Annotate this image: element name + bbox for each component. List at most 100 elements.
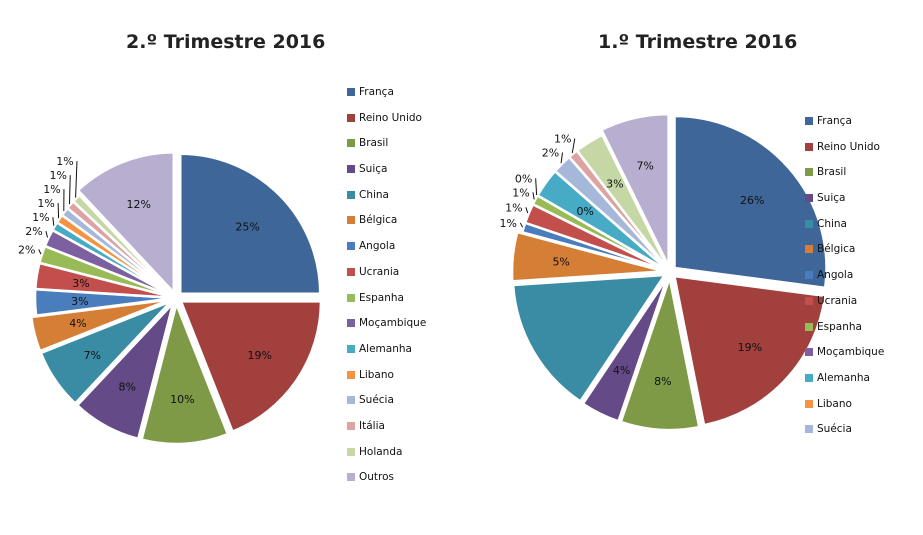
legend-item: Bélgica: [805, 243, 884, 269]
legend-item: Moçambique: [347, 317, 426, 343]
legend-item: Suiça: [805, 192, 884, 218]
pie-slice-brasil: [140, 299, 230, 446]
legend-item: Libano: [805, 398, 884, 424]
legend-item: Espanha: [805, 321, 884, 347]
legend-item: França: [347, 86, 426, 112]
legend-label: Angola: [359, 240, 396, 253]
pie-slice-china: [39, 300, 172, 406]
leader-line: [75, 161, 78, 198]
legend-item: China: [805, 218, 884, 244]
legend-swatch: [347, 319, 355, 328]
legend-swatch: [805, 245, 813, 254]
data-label: 1%: [32, 211, 49, 224]
legend-item: Itália: [347, 420, 426, 446]
legend-swatch: [347, 447, 355, 456]
pie-slice-brasil: [619, 273, 701, 432]
data-label: 1%: [554, 132, 571, 145]
legend-swatch: [805, 168, 813, 177]
legend-swatch: [805, 373, 813, 382]
legend-swatch: [347, 165, 355, 174]
legend-item: Holanda: [347, 446, 426, 472]
data-label: 2%: [18, 243, 35, 256]
legend-label: Ucrania: [359, 265, 400, 278]
data-label: 0%: [515, 172, 532, 185]
data-label: 1%: [50, 169, 67, 182]
legend-label: Suécia: [817, 423, 852, 436]
legend-swatch: [805, 348, 813, 357]
legend-label: Holanda: [359, 445, 403, 458]
legend-item: Ucrania: [805, 295, 884, 321]
legend-swatch: [347, 421, 355, 430]
data-label: 26%: [740, 194, 764, 207]
legend-swatch: [347, 139, 355, 148]
legend-swatch: [347, 242, 355, 251]
data-label: 5%: [552, 255, 569, 268]
legend-label: Bélgica: [359, 214, 398, 227]
legend-label: Suiça: [817, 192, 846, 205]
legend-label: Bélgica: [817, 243, 856, 256]
legend-swatch: [347, 344, 355, 353]
legend-swatch: [805, 117, 813, 125]
pie-slice-suiça: [581, 276, 669, 423]
legend-label: China: [817, 217, 847, 230]
data-label: 19%: [738, 341, 762, 354]
chart-title-q1: 1.º Trimestre 2016: [598, 31, 798, 53]
data-label: 10%: [170, 393, 194, 406]
data-label: 8%: [119, 381, 136, 394]
legend-swatch: [805, 271, 813, 280]
pie-slice-suiça: [75, 302, 175, 441]
legend-label: Reino Unido: [817, 140, 880, 153]
data-label: 4%: [613, 364, 630, 377]
legend-item: Reino Unido: [805, 141, 884, 167]
legend-item: Angola: [805, 269, 884, 295]
legend-item: Alemanha: [805, 372, 884, 398]
leader-line: [535, 178, 538, 196]
legend-item: Libano: [347, 369, 426, 395]
legend-swatch: [347, 88, 355, 96]
legend-label: Espanha: [817, 320, 862, 333]
legend-label: China: [359, 188, 389, 201]
data-label: 8%: [654, 375, 671, 388]
data-label: 1%: [512, 186, 529, 199]
legend-swatch: [347, 293, 355, 302]
pie-slice-china: [511, 273, 668, 404]
legend-item: China: [347, 189, 426, 215]
pie-slice-holanda: [71, 193, 177, 299]
leader-line: [68, 175, 71, 205]
legend-swatch: [347, 473, 355, 482]
data-label: 1%: [500, 217, 517, 230]
data-label: 3%: [606, 177, 623, 190]
legend-swatch: [347, 113, 355, 122]
legend-item: Ucrania: [347, 266, 426, 292]
legend-label: Angola: [817, 269, 854, 282]
data-label: 3%: [71, 295, 88, 308]
legend-swatch: [347, 370, 355, 379]
legend-label: Brasil: [359, 137, 389, 150]
legend-item: Moçambique: [805, 346, 884, 372]
data-label: 0%: [576, 205, 593, 218]
pie-slice-holanda: [575, 133, 671, 272]
legend-item: Bélgica: [347, 214, 426, 240]
pie-slice-outros: [76, 151, 176, 296]
leader-line: [38, 249, 42, 255]
data-label: 1%: [37, 197, 54, 210]
legend-item: Suécia: [347, 394, 426, 420]
legend-swatch: [347, 396, 355, 405]
pie-slice-bélgica: [29, 298, 171, 353]
data-label: 1%: [56, 155, 73, 168]
legend-swatch: [805, 425, 813, 434]
legend-label: Libano: [817, 397, 852, 410]
legend-item: Suiça: [347, 163, 426, 189]
legend-swatch: [805, 296, 813, 305]
legend-label: Brasil: [817, 166, 847, 179]
legend-item: Alemanha: [347, 343, 426, 369]
legend-item: Angola: [347, 240, 426, 266]
leader-line: [45, 231, 49, 238]
leader-line: [571, 138, 576, 154]
legend-q2: França Reino Unido Brasil Suiça China Bélgica…: [347, 86, 426, 497]
legend-label: Alemanha: [359, 342, 412, 355]
legend-item: França: [805, 115, 884, 141]
legend-item: Reino Unido: [347, 112, 426, 138]
legend-swatch: [347, 190, 355, 199]
